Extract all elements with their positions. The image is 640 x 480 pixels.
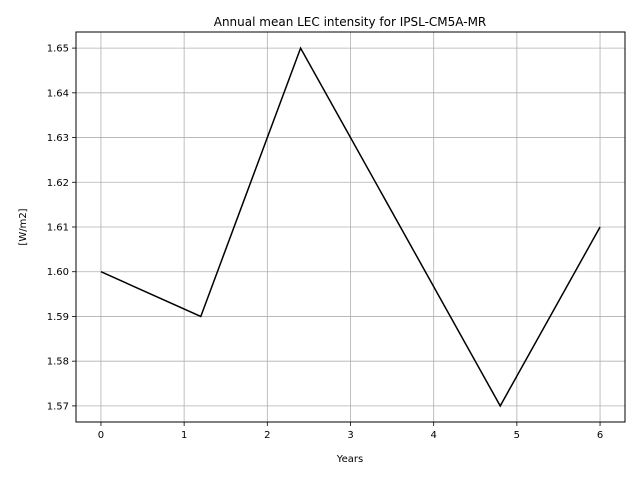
x-tick-label: 4 [430,430,436,441]
y-tick-label: 1.65 [47,44,69,55]
x-tick-label: 5 [514,430,520,441]
x-tick-label: 3 [347,430,353,441]
y-tick-label: 1.60 [47,267,69,278]
y-axis-label: [W/m2] [18,208,29,245]
series-layer [100,46,601,408]
y-tick-label: 1.61 [47,223,69,234]
x-axis-label: Years [336,454,363,465]
x-tick-label: 6 [597,430,603,441]
y-axis: 1.57 1.58 1.59 1.60 1.61 1.62 1.63 1.64 1.65 [47,44,76,412]
series-line [100,46,601,408]
y-tick-label: 1.59 [47,312,69,323]
x-tick-label: 1 [181,430,187,441]
y-tick-label: 1.57 [47,401,69,412]
y-tick-label: 1.64 [47,88,69,99]
chart-title: Annual mean LEC intensity for IPSL-CM5A-… [214,15,487,29]
x-tick-label: 0 [98,430,104,441]
x-tick-label: 2 [264,430,270,441]
x-axis: 0 1 2 3 4 5 6 [98,422,603,441]
y-tick-label: 1.58 [47,357,69,368]
y-tick-label: 1.62 [47,178,69,189]
y-tick-label: 1.63 [47,133,69,144]
